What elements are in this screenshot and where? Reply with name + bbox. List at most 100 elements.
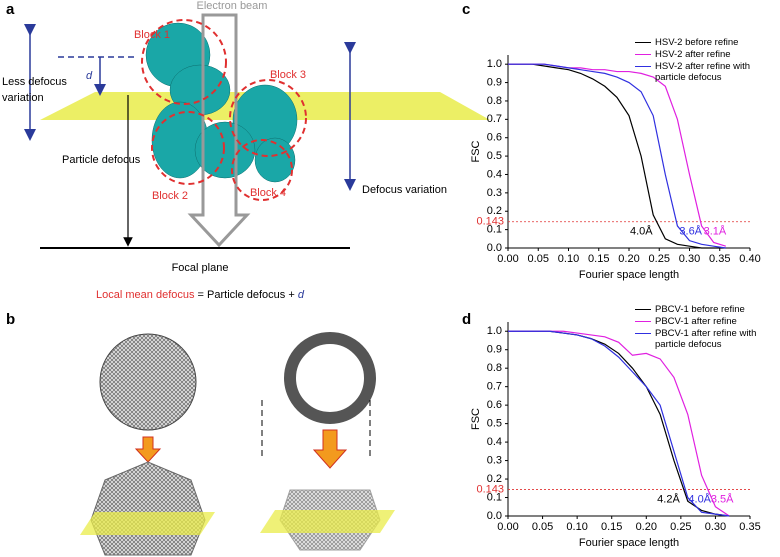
- beam-arrow: [187, 13, 251, 248]
- equation: Local mean defocus = Particle defocus + …: [96, 289, 305, 301]
- x-tick-label: 0.30: [679, 253, 700, 265]
- x-tick-label: 0.05: [528, 253, 549, 265]
- y-tick-label: 0.7: [487, 113, 502, 125]
- y-tick-label: 0.2: [487, 473, 502, 485]
- annotation: 4.2Å: [657, 492, 680, 505]
- y-tick-label: 0.5: [487, 150, 502, 162]
- series-line: [508, 330, 730, 517]
- y-tick-label: 0.3: [487, 187, 502, 199]
- series-line: [508, 330, 730, 517]
- y-tick-label: 0.9: [487, 344, 502, 356]
- x-tick-label: 0.10: [558, 253, 579, 265]
- legend-item: PBCV-1 before refine: [635, 304, 775, 315]
- panel-label: a: [6, 1, 15, 18]
- x-axis-label: Fourier space length: [579, 537, 679, 549]
- x-tick-label: 0.35: [709, 253, 730, 265]
- x-tick-label: 0.20: [636, 521, 657, 533]
- legend: HSV-2 before refine HSV-2 after refine HSV…: [635, 37, 775, 84]
- panel-label: b: [6, 311, 15, 328]
- x-tick-label: 0.20: [618, 253, 639, 265]
- block-label: Block 1: [134, 29, 170, 41]
- y-tick-label: 0.4: [487, 168, 502, 180]
- y-tick-label: 0.8: [487, 95, 502, 107]
- x-tick-label: 0.30: [705, 521, 726, 533]
- x-tick-label: 0.00: [497, 253, 518, 265]
- eq-part: d: [298, 289, 305, 301]
- panel-label: d: [462, 311, 471, 328]
- block-label: Block 3: [270, 69, 306, 81]
- x-tick-label: 0.10: [566, 521, 587, 533]
- x-tick-label: 0.40: [739, 253, 760, 265]
- eq-part: = Particle defocus +: [198, 289, 295, 301]
- x-tick-label: 0.15: [588, 253, 609, 265]
- legend-swatch: [635, 309, 651, 310]
- legend-item: HSV-2 after refine with particle defocus: [635, 61, 775, 83]
- series-line: [508, 63, 726, 247]
- y-tick-label: 0.9: [487, 76, 502, 88]
- y-tick-label: 1.0: [487, 58, 502, 70]
- particle-mesh: [90, 461, 206, 556]
- x-tick-label: 0.35: [739, 521, 760, 533]
- legend-swatch: [635, 42, 651, 43]
- y-tick-label: 0.0: [487, 242, 502, 254]
- block-circle: [141, 19, 307, 201]
- annotation: 3.1Å: [704, 225, 727, 238]
- legend-label: HSV-2 before refine: [655, 37, 739, 48]
- series-line: [508, 63, 726, 249]
- x-tick-label: 0.00: [497, 521, 518, 533]
- threshold-label: 0.143: [476, 483, 504, 495]
- legend: PBCV-1 before refine PBCV-1 after refine P…: [635, 304, 775, 351]
- legend-item: HSV-2 before refine: [635, 37, 775, 48]
- eq-part: Local mean defocus: [96, 289, 195, 301]
- y-tick-label: 0.6: [487, 399, 502, 411]
- legend-swatch: [635, 321, 651, 322]
- series-line: [508, 63, 726, 249]
- particle: [145, 22, 298, 183]
- legend-item: PBCV-1 after refine with particle defocu…: [635, 328, 775, 350]
- down-arrow: [134, 436, 162, 463]
- plane: [80, 512, 215, 535]
- y-tick-label: 0.6: [487, 132, 502, 144]
- annotation: 3.6Å: [679, 225, 702, 238]
- legend-swatch: [635, 333, 651, 334]
- legend-label: PBCV-1 before refine: [655, 304, 745, 315]
- legend-label: PBCV-1 after refine: [655, 316, 737, 327]
- block-label: Block 2: [152, 190, 188, 202]
- x-tick-label: 0.25: [670, 521, 691, 533]
- x-tick-label: 0.05: [532, 521, 553, 533]
- y-tick-label: 1.0: [487, 325, 502, 337]
- annotation: 4.0Å: [688, 492, 711, 505]
- threshold-label: 0.143: [476, 216, 504, 228]
- y-tick-label: 0.4: [487, 436, 502, 448]
- side-label: Less defocus: [2, 76, 67, 88]
- legend-swatch: [635, 54, 651, 55]
- legend-label: HSV-2 after refine: [655, 49, 731, 60]
- block-label: Block 4: [250, 187, 286, 199]
- y-tick-label: 0.1: [487, 224, 502, 236]
- y-axis-label: FSC: [470, 408, 482, 430]
- particle-ring: [284, 332, 376, 424]
- side-label: Defocus variation: [362, 184, 447, 196]
- series-line: [508, 330, 730, 517]
- legend-item: PBCV-1 after refine: [635, 316, 775, 327]
- side-label: variation: [2, 92, 44, 104]
- beam-label: Electron beam: [197, 0, 268, 12]
- y-tick-label: 0.7: [487, 381, 502, 393]
- legend-swatch: [635, 66, 651, 67]
- legend-label: HSV-2 after refine with particle defocus: [655, 61, 751, 83]
- x-axis-label: Fourier space length: [579, 269, 679, 281]
- annotation: 3.5Å: [711, 492, 734, 505]
- y-tick-label: 0.3: [487, 454, 502, 466]
- y-tick-label: 0.0: [487, 510, 502, 522]
- focal-label: Focal plane: [172, 262, 229, 274]
- x-tick-label: 0.15: [601, 521, 622, 533]
- particle-sphere: [99, 333, 197, 431]
- plane: [260, 510, 395, 533]
- down-arrow: [312, 429, 348, 469]
- y-tick-label: 0.5: [487, 418, 502, 430]
- side-label: Particle defocus: [62, 154, 141, 166]
- panel-label: c: [462, 1, 470, 18]
- legend-label: PBCV-1 after refine with particle defocu…: [655, 328, 757, 350]
